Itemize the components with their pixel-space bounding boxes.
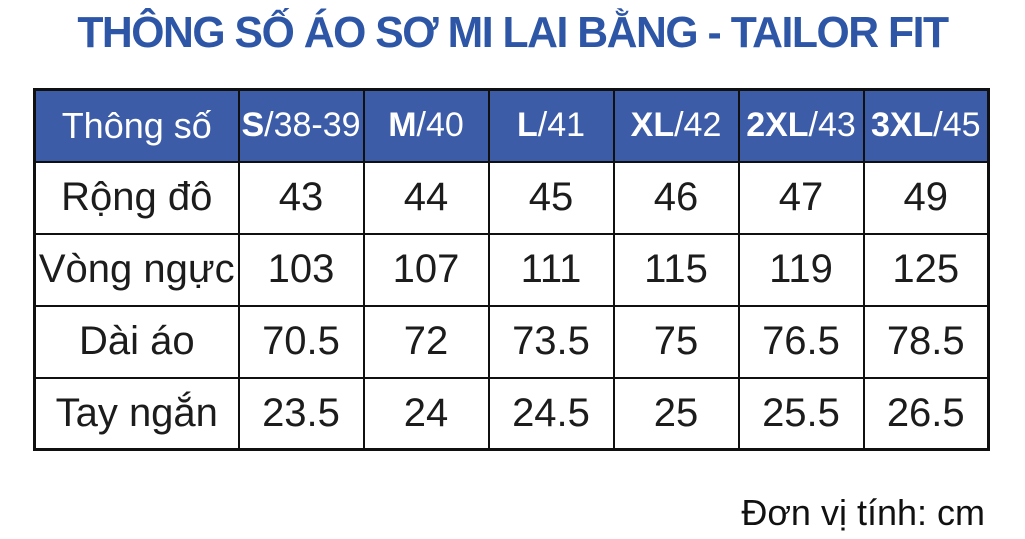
table-header-row: Thông số S/38-39 M/40 L/41 XL/42 2XL/43 …: [33, 88, 990, 163]
cell-value: 46: [612, 160, 740, 235]
page-title: THÔNG SỐ ÁO SƠ MI LAI BẰNG - TAILOR FIT: [77, 8, 949, 57]
table-row-shirt-length: Dài áo 70.5 72 73.5 75 76.5 78.5: [33, 304, 990, 379]
cell-value: 103: [237, 232, 365, 307]
cell-value: 70.5: [237, 304, 365, 379]
column-header-size-xl: XL/42: [612, 88, 740, 163]
cell-value: 43: [237, 160, 365, 235]
row-label: Vòng ngực: [33, 232, 240, 307]
cell-value: 24.5: [487, 376, 615, 451]
cell-value: 78.5: [862, 304, 990, 379]
size-letter: S: [241, 106, 265, 145]
size-letter: 2XL: [746, 106, 809, 145]
cell-value: 75: [612, 304, 740, 379]
column-header-size-s: S/38-39: [237, 88, 365, 163]
cell-value: 76.5: [737, 304, 865, 379]
size-detail: /38-39: [264, 106, 361, 145]
cell-value: 115: [612, 232, 740, 307]
column-header-size-l: L/41: [487, 88, 615, 163]
cell-value: 23.5: [237, 376, 365, 451]
size-detail: /45: [933, 106, 981, 145]
cell-value: 47: [737, 160, 865, 235]
cell-value: 44: [362, 160, 490, 235]
unit-note: Đơn vị tính: cm: [741, 492, 985, 533]
table-row-chest: Vòng ngực 103 107 111 115 119 125: [33, 232, 990, 307]
size-letter: L: [516, 106, 538, 145]
size-detail: /40: [416, 106, 464, 145]
size-chart-table: Thông số S/38-39 M/40 L/41 XL/42 2XL/43 …: [33, 88, 990, 451]
size-letter: XL: [630, 106, 675, 145]
size-letter: 3XL: [870, 106, 934, 145]
row-label: Rộng đô: [33, 160, 240, 235]
column-header-spec: Thông số: [33, 88, 240, 163]
size-detail: /43: [808, 106, 856, 145]
size-letter: M: [388, 106, 417, 145]
cell-value: 25: [612, 376, 740, 451]
size-detail: /41: [537, 106, 586, 145]
table-row-shoulder-width: Rộng đô 43 44 45 46 47 49: [33, 160, 990, 235]
cell-value: 26.5: [862, 376, 990, 451]
column-header-size-2xl: 2XL/43: [737, 88, 865, 163]
table-row-short-sleeve: Tay ngắn 23.5 24 24.5 25 25.5 26.5: [33, 376, 990, 451]
cell-value: 72: [362, 304, 490, 379]
cell-value: 125: [862, 232, 990, 307]
size-detail: /42: [674, 106, 722, 145]
cell-value: 25.5: [737, 376, 865, 451]
cell-value: 107: [362, 232, 490, 307]
cell-value: 49: [862, 160, 990, 235]
column-header-size-3xl: 3XL/45: [862, 88, 990, 163]
cell-value: 24: [362, 376, 490, 451]
row-label: Tay ngắn: [33, 376, 240, 451]
column-header-size-m: M/40: [362, 88, 490, 163]
cell-value: 45: [487, 160, 615, 235]
cell-value: 73.5: [487, 304, 615, 379]
cell-value: 119: [737, 232, 865, 307]
row-label: Dài áo: [33, 304, 240, 379]
cell-value: 111: [487, 232, 615, 307]
